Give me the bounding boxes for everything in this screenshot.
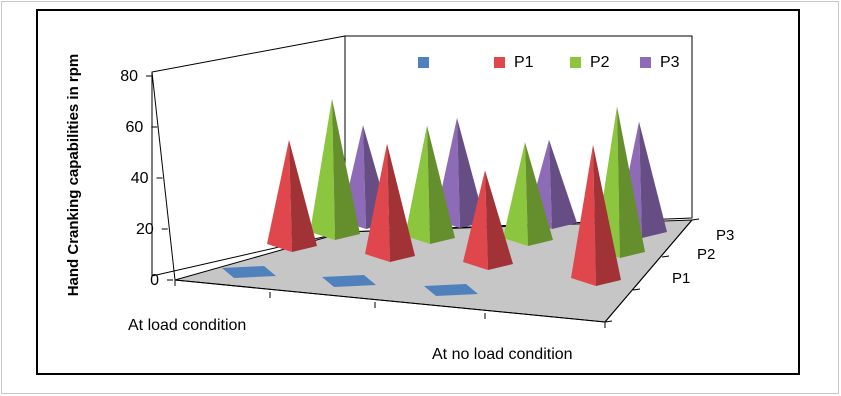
chart-marks	[222, 98, 667, 296]
cone-face-right	[639, 121, 667, 238]
legend-swatch	[570, 57, 581, 68]
depth-label-p1: P1	[672, 270, 690, 287]
flat-marker-unnamed	[222, 266, 276, 278]
cone-p1	[571, 144, 621, 286]
cone-face-left	[503, 142, 528, 246]
cone-p2	[405, 125, 455, 244]
y-ticks: 0 20 40 60 80	[120, 68, 173, 289]
depth-tick-mark	[661, 255, 670, 258]
cone-p2	[310, 98, 360, 240]
cone-p1	[365, 143, 415, 262]
cone-p1	[463, 170, 513, 270]
flat-marker-face	[222, 266, 276, 278]
depth-tick-mark	[691, 218, 700, 221]
legend-label-p2: P2	[590, 54, 610, 71]
cone-face-right	[332, 98, 360, 240]
cone-face-left	[405, 125, 430, 244]
cone-p1	[267, 139, 317, 252]
cone-face-right	[485, 170, 513, 270]
flat-marker-unnamed	[424, 284, 478, 296]
flat-marker-face	[424, 284, 478, 296]
cone-face-right	[289, 139, 317, 252]
x-ticks	[174, 280, 606, 328]
y-axis-label: Hand Cranking capabilities in rpm	[65, 54, 82, 297]
category-label-at-no-load: At no load condition	[432, 346, 573, 363]
y-axis-line	[151, 71, 176, 281]
y-tick-label: 20	[136, 221, 154, 238]
depth-axis-line	[604, 219, 693, 323]
cone-face-right	[427, 125, 455, 244]
legend: P1 P2 P3	[418, 54, 680, 71]
legend-label-p1: P1	[514, 54, 534, 71]
legend-swatch	[494, 57, 505, 68]
cone-face-left	[310, 98, 335, 240]
legend-label-p3: P3	[660, 54, 680, 71]
depth-label-p3: P3	[716, 227, 734, 244]
y-tick-label: 80	[120, 68, 138, 85]
legend-swatch	[640, 57, 651, 68]
cone-p2	[503, 142, 553, 246]
category-label-at-load: At load condition	[128, 317, 246, 334]
depth-tick-mark	[604, 320, 613, 323]
depth-tick-mark	[632, 288, 641, 291]
depth-label-p2: P2	[697, 246, 715, 263]
flat-marker-face	[322, 275, 376, 287]
y-tick-label: 60	[125, 119, 143, 136]
cone-face-right	[593, 144, 621, 286]
cone-face-left	[571, 144, 596, 286]
flat-marker-unnamed	[322, 275, 376, 287]
cone-face-left	[267, 139, 292, 252]
x-axis-line	[174, 279, 606, 323]
legend-swatch	[418, 57, 429, 68]
y-tick-label: 40	[131, 170, 149, 187]
cone-face-left	[463, 170, 488, 270]
cone-face-right	[549, 139, 577, 229]
y-tick-label: 0	[150, 272, 159, 289]
cone-face-right	[617, 106, 645, 258]
cone-face-left	[365, 143, 390, 262]
cone-face-right	[525, 142, 553, 246]
cone-face-right	[387, 143, 415, 262]
